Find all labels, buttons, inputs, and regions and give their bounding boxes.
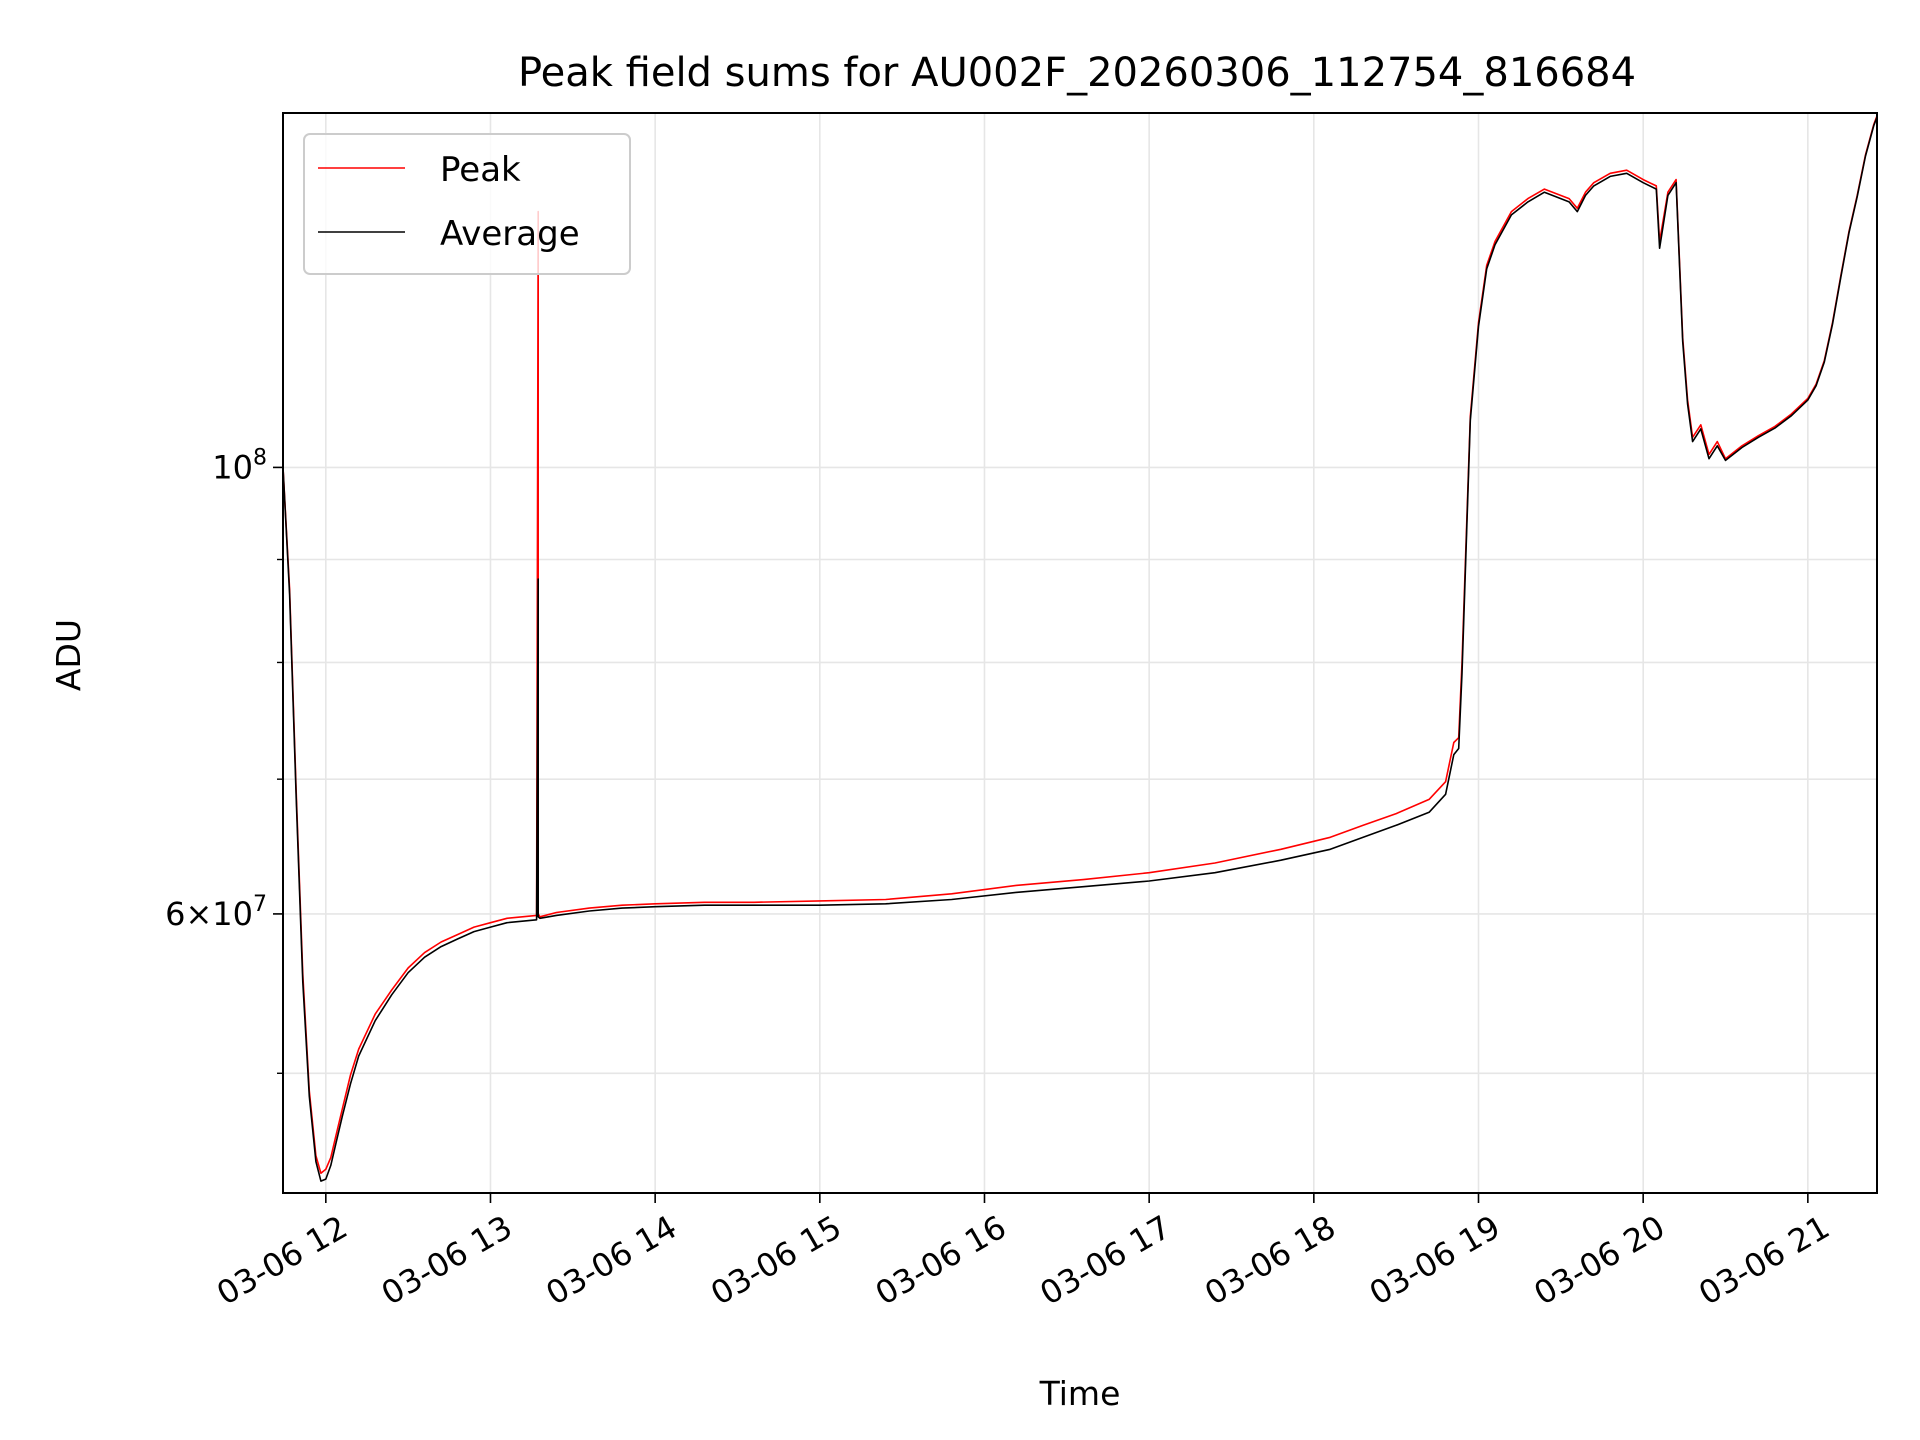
grid-lines [283,113,1877,1193]
legend-box [303,133,631,275]
y-tick-label: 108 [212,445,267,486]
y-axis: 6×107 108 [165,445,283,1074]
y-axis-label: ADU [49,619,88,691]
series-lines [283,115,1877,1182]
series-line-peak [283,115,1877,1174]
legend-label-average: Average [440,214,580,254]
x-axis-label: Time [1039,1374,1121,1413]
plot-frame [282,112,1878,1194]
legend-label-peak: Peak [440,150,521,190]
y-tick-label: 6×107 [165,892,267,933]
series-line-average [283,116,1877,1182]
chart-title: Peak field sums for AU002F_20260306_1127… [518,50,1636,96]
legend: Peak Average [303,133,631,275]
